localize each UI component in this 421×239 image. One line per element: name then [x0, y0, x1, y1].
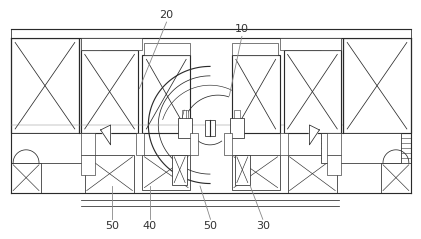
Bar: [280, 38, 341, 50]
Bar: [205, 120, 215, 136]
Bar: [232, 43, 277, 55]
Polygon shape: [101, 125, 111, 145]
Bar: [224, 133, 232, 155]
Bar: [142, 55, 190, 133]
Bar: [182, 110, 188, 118]
Bar: [11, 28, 411, 38]
Bar: [234, 110, 240, 118]
Bar: [11, 133, 91, 163]
Bar: [81, 133, 95, 155]
Bar: [232, 155, 280, 190]
Bar: [321, 133, 401, 163]
Bar: [81, 155, 95, 175]
Bar: [144, 43, 190, 55]
Text: 20: 20: [160, 10, 173, 20]
Bar: [178, 118, 192, 138]
Bar: [85, 155, 134, 193]
Bar: [81, 38, 142, 50]
Bar: [284, 50, 341, 133]
Text: 40: 40: [143, 221, 157, 231]
Bar: [230, 118, 244, 138]
Bar: [235, 155, 250, 185]
Bar: [81, 38, 101, 50]
Bar: [190, 133, 198, 155]
Bar: [321, 38, 341, 50]
Text: 10: 10: [235, 24, 249, 34]
Bar: [11, 38, 79, 133]
Bar: [142, 155, 190, 190]
Bar: [172, 155, 187, 185]
Bar: [280, 133, 288, 155]
Bar: [81, 50, 139, 133]
Bar: [343, 38, 411, 133]
Bar: [11, 163, 41, 193]
Polygon shape: [309, 125, 320, 145]
Bar: [288, 155, 337, 193]
Bar: [381, 163, 411, 193]
Text: 50: 50: [203, 221, 218, 231]
Bar: [327, 155, 341, 175]
Bar: [327, 133, 341, 155]
Text: 50: 50: [105, 221, 119, 231]
Bar: [232, 55, 280, 133]
Bar: [136, 133, 144, 155]
Text: 30: 30: [256, 221, 270, 231]
